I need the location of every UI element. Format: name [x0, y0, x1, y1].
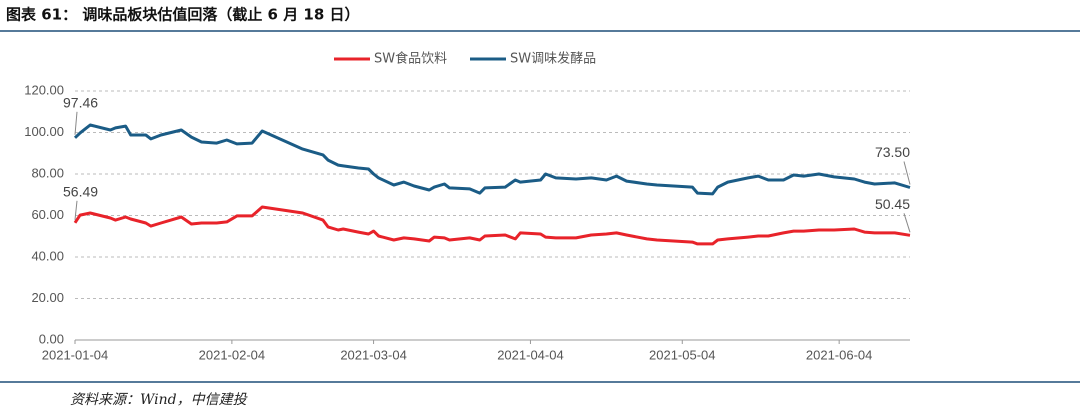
data-label: 97.46 [63, 94, 98, 110]
y-tick-label: 120.00 [24, 82, 64, 97]
source-note: 资料来源：Wind，中信建投 [70, 392, 249, 408]
label-leader [74, 200, 78, 220]
chart-title: 图表 61： 调味品板块估值回落（截止 6 月 18 日） [6, 6, 360, 24]
legend-label: SW食品饮料 [374, 51, 447, 67]
data-label: 56.49 [63, 183, 98, 199]
y-tick-label: 80.00 [31, 165, 64, 180]
data-label: 73.50 [875, 144, 910, 160]
x-tick-label: 2021-04-04 [497, 347, 564, 362]
series-line [73, 123, 911, 196]
label-leader [903, 161, 911, 185]
x-tick-label: 2021-05-04 [649, 347, 716, 362]
legend-label: SW调味发酵品 [510, 51, 596, 67]
y-tick-label: 100.00 [24, 124, 64, 139]
series-line [73, 205, 911, 246]
label-leader [903, 213, 911, 233]
y-tick-label: 60.00 [31, 207, 64, 222]
x-tick-label: 2021-03-04 [340, 347, 407, 362]
x-tick-label: 2021-02-04 [199, 347, 266, 362]
label-leader [74, 111, 78, 135]
y-tick-label: 20.00 [31, 290, 64, 305]
x-tick-label: 2021-06-04 [806, 347, 873, 362]
y-tick-label: 0.00 [39, 331, 64, 346]
y-tick-label: 40.00 [31, 248, 64, 263]
data-label: 50.45 [875, 196, 910, 212]
x-tick-label: 2021-01-04 [42, 347, 109, 362]
